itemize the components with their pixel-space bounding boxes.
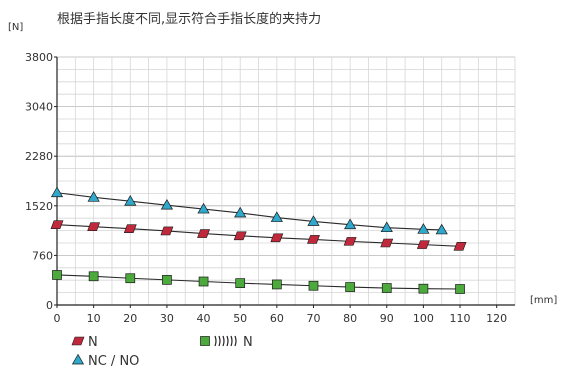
data-point: [160, 198, 174, 210]
data-point: [344, 218, 357, 230]
x-tick-label: 100: [413, 312, 434, 325]
legend: N NC / NO N: [71, 335, 253, 369]
series-line: [56, 192, 442, 231]
data-point: [418, 283, 429, 294]
data-point: [308, 280, 319, 291]
series-line: [56, 274, 461, 290]
data-point: [235, 278, 246, 288]
data-point: [307, 215, 320, 226]
data-point: [197, 202, 210, 214]
data-point: [234, 206, 247, 218]
y-tick-label: 0: [46, 299, 53, 312]
x-axis-unit-label: [mm]: [530, 295, 557, 306]
x-tick-label: 80: [343, 312, 357, 325]
chart-title: 根据手指长度不同,显示符合手指长度的夹持力: [57, 11, 321, 27]
x-tick-label: 60: [270, 312, 284, 325]
data-point: [271, 279, 282, 290]
series-2: [52, 270, 465, 294]
data-point: [416, 240, 430, 249]
data-point: [455, 284, 465, 294]
legend-item-2: N: [200, 335, 253, 350]
x-tick-label: 110: [450, 312, 471, 325]
y-tick-label: 2280: [25, 150, 53, 163]
data-point: [380, 221, 393, 233]
legend-marker: [71, 336, 85, 346]
grid-lines: [56, 56, 516, 306]
data-point: [52, 270, 62, 280]
x-tick-label: 20: [123, 312, 137, 325]
data-point: [381, 283, 392, 293]
series-0: [50, 220, 467, 251]
data-point: [453, 241, 467, 251]
data-point: [160, 226, 174, 236]
x-tick-label: 10: [87, 312, 101, 325]
x-tick-label: 70: [306, 312, 320, 325]
data-point: [124, 195, 137, 206]
series-lines: [50, 186, 467, 294]
legend-label: NC / NO: [88, 354, 139, 369]
data-point: [50, 220, 64, 230]
x-tick-label: 30: [160, 312, 174, 325]
x-tick-label: 0: [54, 312, 61, 325]
y-tick-label: 1520: [25, 200, 53, 213]
data-point: [307, 235, 320, 244]
legend-label: N: [88, 335, 98, 350]
axes: [54, 56, 515, 308]
data-point: [345, 282, 355, 292]
data-point: [123, 224, 137, 233]
y-axis-unit-label: [N]: [8, 22, 23, 33]
data-point: [233, 231, 247, 241]
data-point: [50, 186, 64, 198]
data-point: [417, 223, 430, 234]
legend-label: N: [243, 335, 253, 350]
legend-marker: [71, 353, 85, 365]
legend-item-0: N: [71, 335, 98, 350]
data-point: [380, 238, 394, 248]
data-point: [270, 233, 284, 243]
data-point: [343, 237, 357, 246]
y-tick-label: 3800: [25, 51, 53, 64]
y-tick-label: 3040: [25, 101, 53, 114]
data-point: [197, 229, 210, 238]
data-point: [88, 271, 99, 282]
x-tick-label: 90: [380, 312, 394, 325]
data-point: [435, 223, 448, 235]
x-tick-label: 50: [233, 312, 247, 325]
data-point: [198, 276, 209, 287]
data-point: [162, 275, 172, 285]
legend-item-1: NC / NO: [71, 353, 139, 369]
data-point: [87, 191, 100, 202]
legend-marker: [200, 336, 210, 346]
x-tick-label: 40: [197, 312, 211, 325]
series-1: [50, 186, 448, 235]
data-point: [125, 273, 136, 284]
data-point: [87, 222, 101, 231]
spring-icon: [214, 335, 237, 347]
data-point: [270, 211, 283, 222]
x-tick-label: 120: [486, 312, 507, 325]
y-tick-label: 760: [32, 249, 53, 262]
series-line: [56, 224, 461, 247]
